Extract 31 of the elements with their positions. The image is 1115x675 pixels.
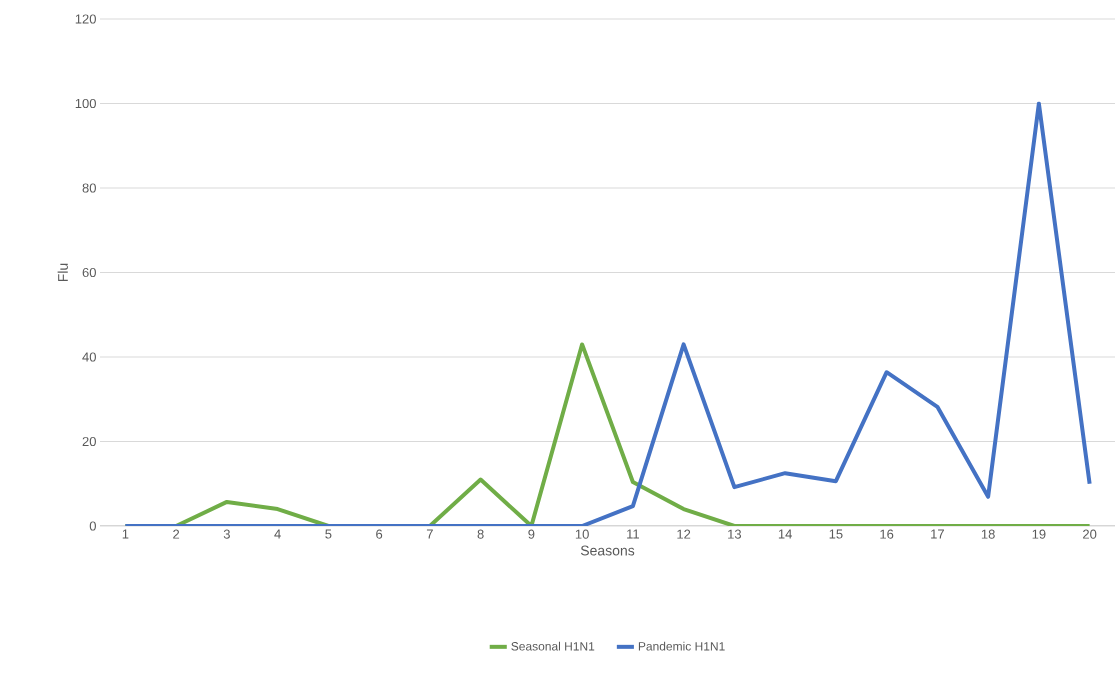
- y-tick-label: 60: [82, 267, 96, 278]
- x-tick-label: 1: [122, 529, 129, 539]
- y-tick-label: 20: [82, 436, 96, 447]
- x-tick-label: 5: [325, 529, 332, 539]
- x-tick-label: 18: [981, 529, 995, 539]
- x-tick-label: 11: [627, 529, 639, 539]
- y-tick-label: 100: [75, 98, 96, 109]
- x-tick-label: 6: [376, 529, 383, 539]
- x-tick-label: 4: [274, 529, 281, 539]
- y-tick-label: 80: [82, 183, 96, 193]
- x-tick-label: 13: [728, 529, 742, 539]
- x-tick-label: 3: [223, 529, 230, 539]
- x-tick-label: 15: [829, 529, 843, 539]
- x-tick-label: 8: [477, 529, 484, 539]
- legend-label: Seasonal H1N1: [511, 641, 595, 651]
- x-tick-label: 19: [1032, 529, 1046, 539]
- x-tick-label: 12: [677, 529, 691, 539]
- legend-label: Pandemic H1N1: [638, 641, 725, 651]
- y-tick-label: 0: [89, 521, 96, 531]
- x-tick-label: 7: [426, 529, 433, 539]
- x-tick-label: 17: [931, 529, 944, 539]
- y-tick-label: 40: [82, 352, 96, 362]
- x-axis-title: Seasons: [580, 545, 635, 556]
- x-tick-label: 2: [173, 529, 180, 539]
- y-tick-label: 120: [75, 14, 96, 24]
- y-axis-title: Flu: [57, 263, 68, 282]
- x-tick-label: 20: [1083, 529, 1097, 539]
- x-tick-label: 14: [778, 529, 792, 539]
- x-tick-label: 16: [880, 529, 894, 539]
- x-tick-label: 9: [528, 529, 535, 539]
- x-tick-label: 10: [575, 529, 589, 539]
